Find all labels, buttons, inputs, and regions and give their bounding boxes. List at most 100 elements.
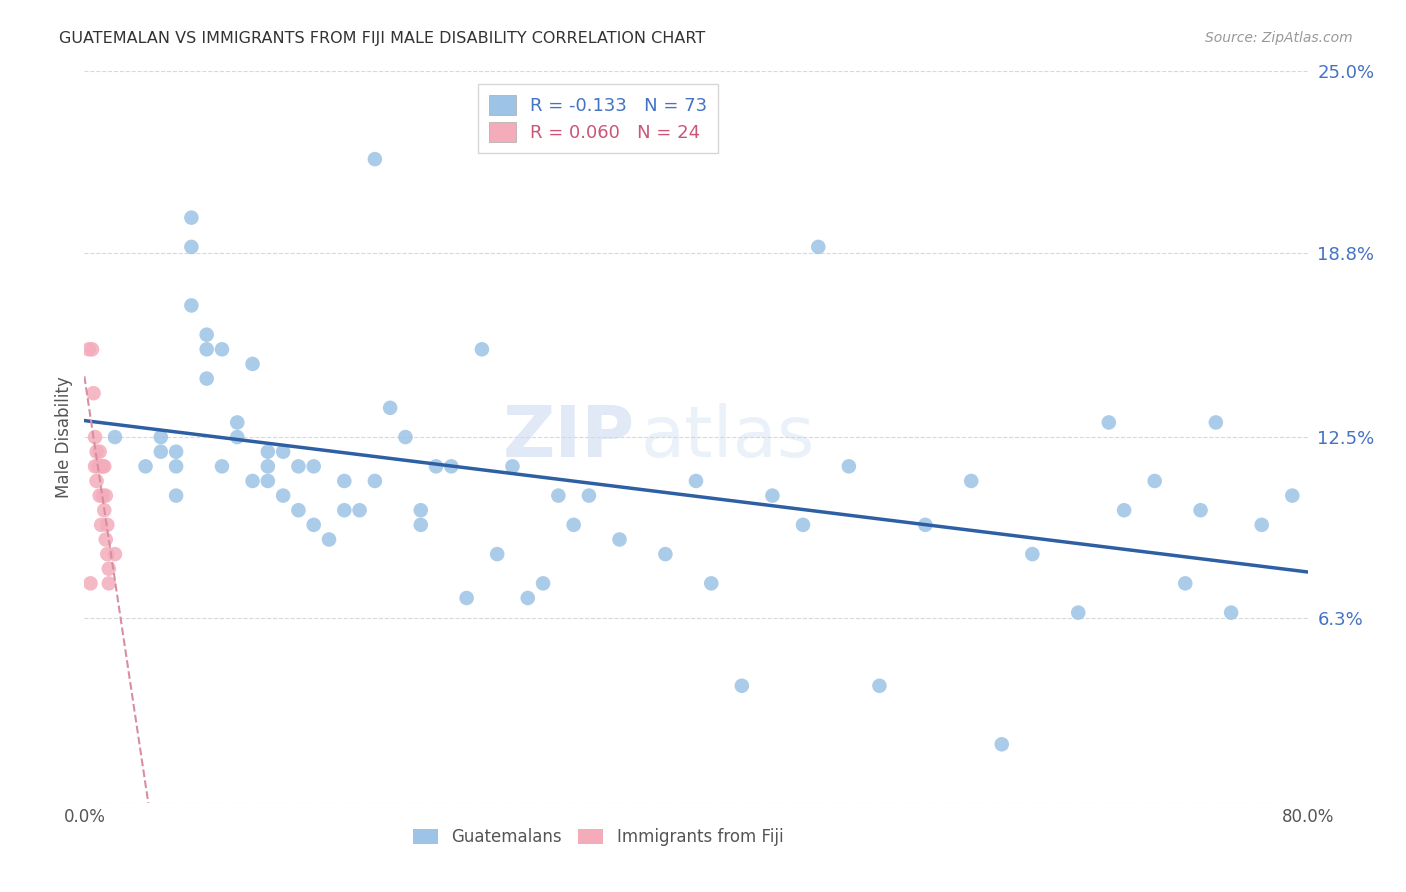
Point bbox=[96, 517, 118, 532]
Point bbox=[394, 430, 416, 444]
Point bbox=[471, 343, 494, 357]
Point bbox=[195, 343, 218, 357]
Point bbox=[1205, 416, 1227, 430]
Point bbox=[502, 459, 524, 474]
Point bbox=[562, 517, 585, 532]
Point bbox=[242, 474, 264, 488]
Point bbox=[807, 240, 830, 254]
Point bbox=[364, 474, 387, 488]
Point bbox=[165, 444, 187, 458]
Y-axis label: Male Disability: Male Disability bbox=[55, 376, 73, 498]
Point bbox=[77, 343, 100, 357]
Point bbox=[333, 474, 356, 488]
Point bbox=[180, 211, 202, 225]
Point bbox=[1021, 547, 1043, 561]
Point bbox=[94, 533, 117, 547]
Point bbox=[869, 679, 891, 693]
Point bbox=[97, 576, 120, 591]
Point bbox=[761, 489, 783, 503]
Point bbox=[271, 444, 294, 458]
Point bbox=[1114, 503, 1136, 517]
Point bbox=[90, 517, 112, 532]
Point bbox=[792, 517, 814, 532]
Point bbox=[87, 459, 110, 474]
Point bbox=[93, 459, 115, 474]
Point bbox=[80, 343, 103, 357]
Point bbox=[84, 430, 107, 444]
Text: Source: ZipAtlas.com: Source: ZipAtlas.com bbox=[1205, 31, 1353, 45]
Point bbox=[333, 503, 356, 517]
Point bbox=[165, 489, 187, 503]
Point bbox=[195, 371, 218, 385]
Point bbox=[90, 459, 112, 474]
Point bbox=[96, 547, 118, 561]
Legend: Guatemalans, Immigrants from Fiji: Guatemalans, Immigrants from Fiji bbox=[406, 822, 790, 853]
Point bbox=[731, 679, 754, 693]
Point bbox=[165, 459, 187, 474]
Point bbox=[195, 327, 218, 342]
Point bbox=[578, 489, 600, 503]
Point bbox=[1189, 503, 1212, 517]
Point bbox=[79, 576, 101, 591]
Point bbox=[1174, 576, 1197, 591]
Point bbox=[149, 444, 172, 458]
Text: ZIP: ZIP bbox=[502, 402, 636, 472]
Point bbox=[991, 737, 1014, 751]
Point bbox=[349, 503, 371, 517]
Point bbox=[91, 489, 114, 503]
Text: GUATEMALAN VS IMMIGRANTS FROM FIJI MALE DISABILITY CORRELATION CHART: GUATEMALAN VS IMMIGRANTS FROM FIJI MALE … bbox=[59, 31, 706, 46]
Point bbox=[91, 459, 114, 474]
Point bbox=[89, 489, 111, 503]
Point bbox=[287, 503, 309, 517]
Point bbox=[84, 459, 107, 474]
Point bbox=[1143, 474, 1166, 488]
Point bbox=[425, 459, 447, 474]
Point bbox=[654, 547, 676, 561]
Point bbox=[364, 152, 387, 166]
Point bbox=[104, 430, 127, 444]
Point bbox=[960, 474, 983, 488]
Point bbox=[547, 489, 569, 503]
Point bbox=[83, 386, 105, 401]
Point bbox=[700, 576, 723, 591]
Point bbox=[1098, 416, 1121, 430]
Point bbox=[94, 489, 117, 503]
Point bbox=[89, 444, 111, 458]
Point bbox=[440, 459, 463, 474]
Point bbox=[257, 444, 280, 458]
Point bbox=[257, 474, 280, 488]
Point bbox=[685, 474, 707, 488]
Point bbox=[409, 517, 432, 532]
Point bbox=[1250, 517, 1272, 532]
Point bbox=[104, 547, 127, 561]
Point bbox=[97, 562, 120, 576]
Point bbox=[226, 430, 249, 444]
Point bbox=[486, 547, 509, 561]
Point bbox=[1067, 606, 1090, 620]
Point bbox=[180, 298, 202, 312]
Point bbox=[302, 459, 325, 474]
Point bbox=[135, 459, 157, 474]
Point bbox=[180, 240, 202, 254]
Point bbox=[380, 401, 402, 415]
Point bbox=[1220, 606, 1243, 620]
Point bbox=[287, 459, 309, 474]
Point bbox=[242, 357, 264, 371]
Point bbox=[516, 591, 538, 605]
Point bbox=[93, 503, 115, 517]
Point bbox=[456, 591, 478, 605]
Point bbox=[609, 533, 631, 547]
Point bbox=[149, 430, 172, 444]
Point bbox=[1281, 489, 1303, 503]
Point bbox=[271, 489, 294, 503]
Point bbox=[86, 444, 108, 458]
Point bbox=[302, 517, 325, 532]
Point bbox=[86, 474, 108, 488]
Point bbox=[409, 503, 432, 517]
Point bbox=[226, 416, 249, 430]
Text: atlas: atlas bbox=[641, 402, 815, 472]
Point bbox=[531, 576, 554, 591]
Point bbox=[838, 459, 860, 474]
Point bbox=[211, 343, 233, 357]
Point bbox=[211, 459, 233, 474]
